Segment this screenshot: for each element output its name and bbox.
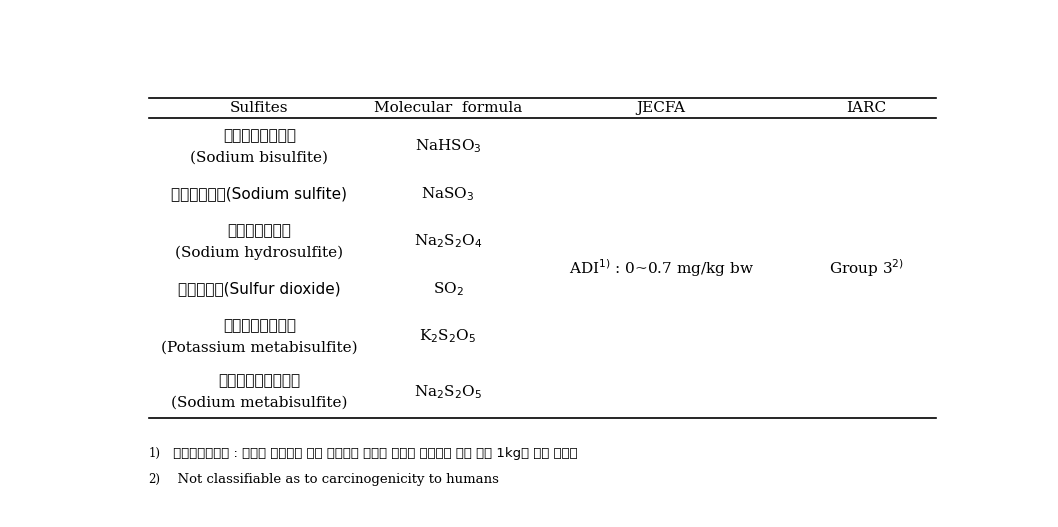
Text: 메타중아황산나트륨: 메타중아황산나트륨	[218, 373, 300, 388]
Text: 1): 1)	[148, 447, 161, 460]
Text: (Sodium metabisulfite): (Sodium metabisulfite)	[171, 396, 348, 410]
Text: 무수아황산(Sulfur dioxide): 무수아황산(Sulfur dioxide)	[178, 281, 341, 297]
Text: K$_2$S$_2$O$_5$: K$_2$S$_2$O$_5$	[419, 328, 476, 345]
Text: 2): 2)	[148, 473, 161, 486]
Text: JECFA: JECFA	[637, 101, 686, 115]
Text: Not classifiable as to carcinogenicity to humans: Not classifiable as to carcinogenicity t…	[169, 473, 499, 486]
Text: SO$_2$: SO$_2$	[433, 280, 463, 298]
Text: (Sodium hydrosulfite): (Sodium hydrosulfite)	[176, 246, 344, 260]
Text: NaSO$_3$: NaSO$_3$	[421, 185, 475, 203]
Text: 차아황산나트륨: 차아황산나트륨	[227, 223, 291, 238]
Text: IARC: IARC	[846, 101, 887, 115]
Text: Na$_2$S$_2$O$_4$: Na$_2$S$_2$O$_4$	[414, 233, 482, 250]
Text: (Potassium metabisulfite): (Potassium metabisulfite)	[161, 341, 358, 355]
Text: 아황산나트륨(Sodium sulfite): 아황산나트륨(Sodium sulfite)	[171, 187, 347, 201]
Text: NaHSO$_3$: NaHSO$_3$	[415, 138, 481, 155]
Text: Molecular  formula: Molecular formula	[373, 101, 522, 115]
Text: (Sodium bisulfite): (Sodium bisulfite)	[190, 151, 328, 165]
Text: 일일섭취허용량 : 사람이 일생동안 매일 먹더라도 유해한 작용을 나타내지 않는 체중 1kg당 하루 섭취량: 일일섭취허용량 : 사람이 일생동안 매일 먹더라도 유해한 작용을 나타내지 …	[169, 447, 578, 460]
Text: Na$_2$S$_2$O$_5$: Na$_2$S$_2$O$_5$	[414, 383, 482, 401]
Text: 산성아황산나트륨: 산성아황산나트륨	[223, 128, 296, 143]
Text: 메타중아황산칼륨: 메타중아황산칼륨	[223, 318, 296, 333]
Text: Group 3$^{2)}$: Group 3$^{2)}$	[828, 257, 904, 279]
Text: Sulfites: Sulfites	[230, 101, 289, 115]
Text: ADI$^{1)}$ : 0~0.7 mg/kg bw: ADI$^{1)}$ : 0~0.7 mg/kg bw	[568, 257, 753, 279]
